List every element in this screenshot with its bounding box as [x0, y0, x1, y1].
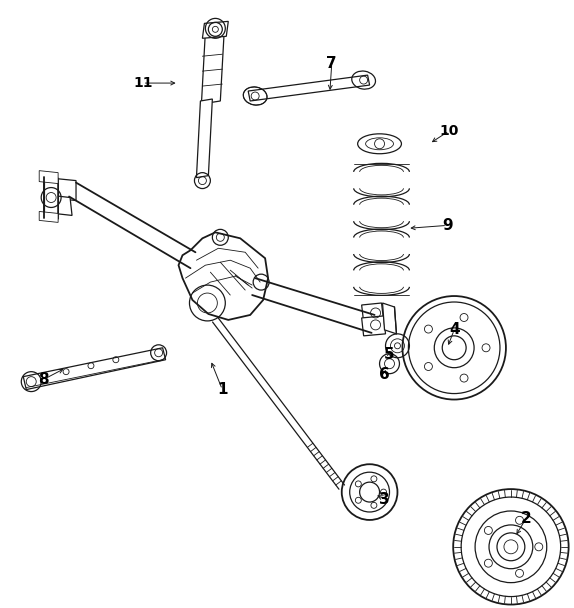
Text: 2: 2 — [521, 511, 531, 527]
Text: 1: 1 — [217, 382, 227, 397]
Text: 8: 8 — [38, 372, 48, 387]
Polygon shape — [39, 171, 58, 184]
Text: 5: 5 — [384, 347, 395, 362]
Polygon shape — [44, 176, 58, 218]
Circle shape — [342, 465, 397, 520]
Circle shape — [489, 525, 533, 568]
Circle shape — [453, 489, 569, 604]
Polygon shape — [24, 348, 165, 390]
Polygon shape — [39, 212, 58, 223]
Circle shape — [435, 328, 474, 368]
Circle shape — [360, 482, 379, 502]
Polygon shape — [196, 99, 212, 178]
Polygon shape — [362, 303, 383, 322]
Polygon shape — [56, 179, 76, 201]
Polygon shape — [382, 303, 397, 334]
Text: 11: 11 — [133, 76, 153, 90]
Text: 6: 6 — [379, 367, 390, 382]
Text: 9: 9 — [442, 218, 452, 233]
Text: 3: 3 — [379, 491, 390, 506]
Text: 4: 4 — [449, 322, 460, 337]
Text: 10: 10 — [440, 124, 459, 138]
Polygon shape — [179, 232, 268, 320]
Polygon shape — [201, 29, 224, 104]
Polygon shape — [203, 21, 228, 38]
Polygon shape — [53, 196, 72, 215]
Text: 7: 7 — [327, 56, 337, 71]
Polygon shape — [248, 75, 370, 101]
Polygon shape — [362, 316, 386, 336]
Circle shape — [402, 296, 506, 399]
Circle shape — [461, 497, 561, 596]
